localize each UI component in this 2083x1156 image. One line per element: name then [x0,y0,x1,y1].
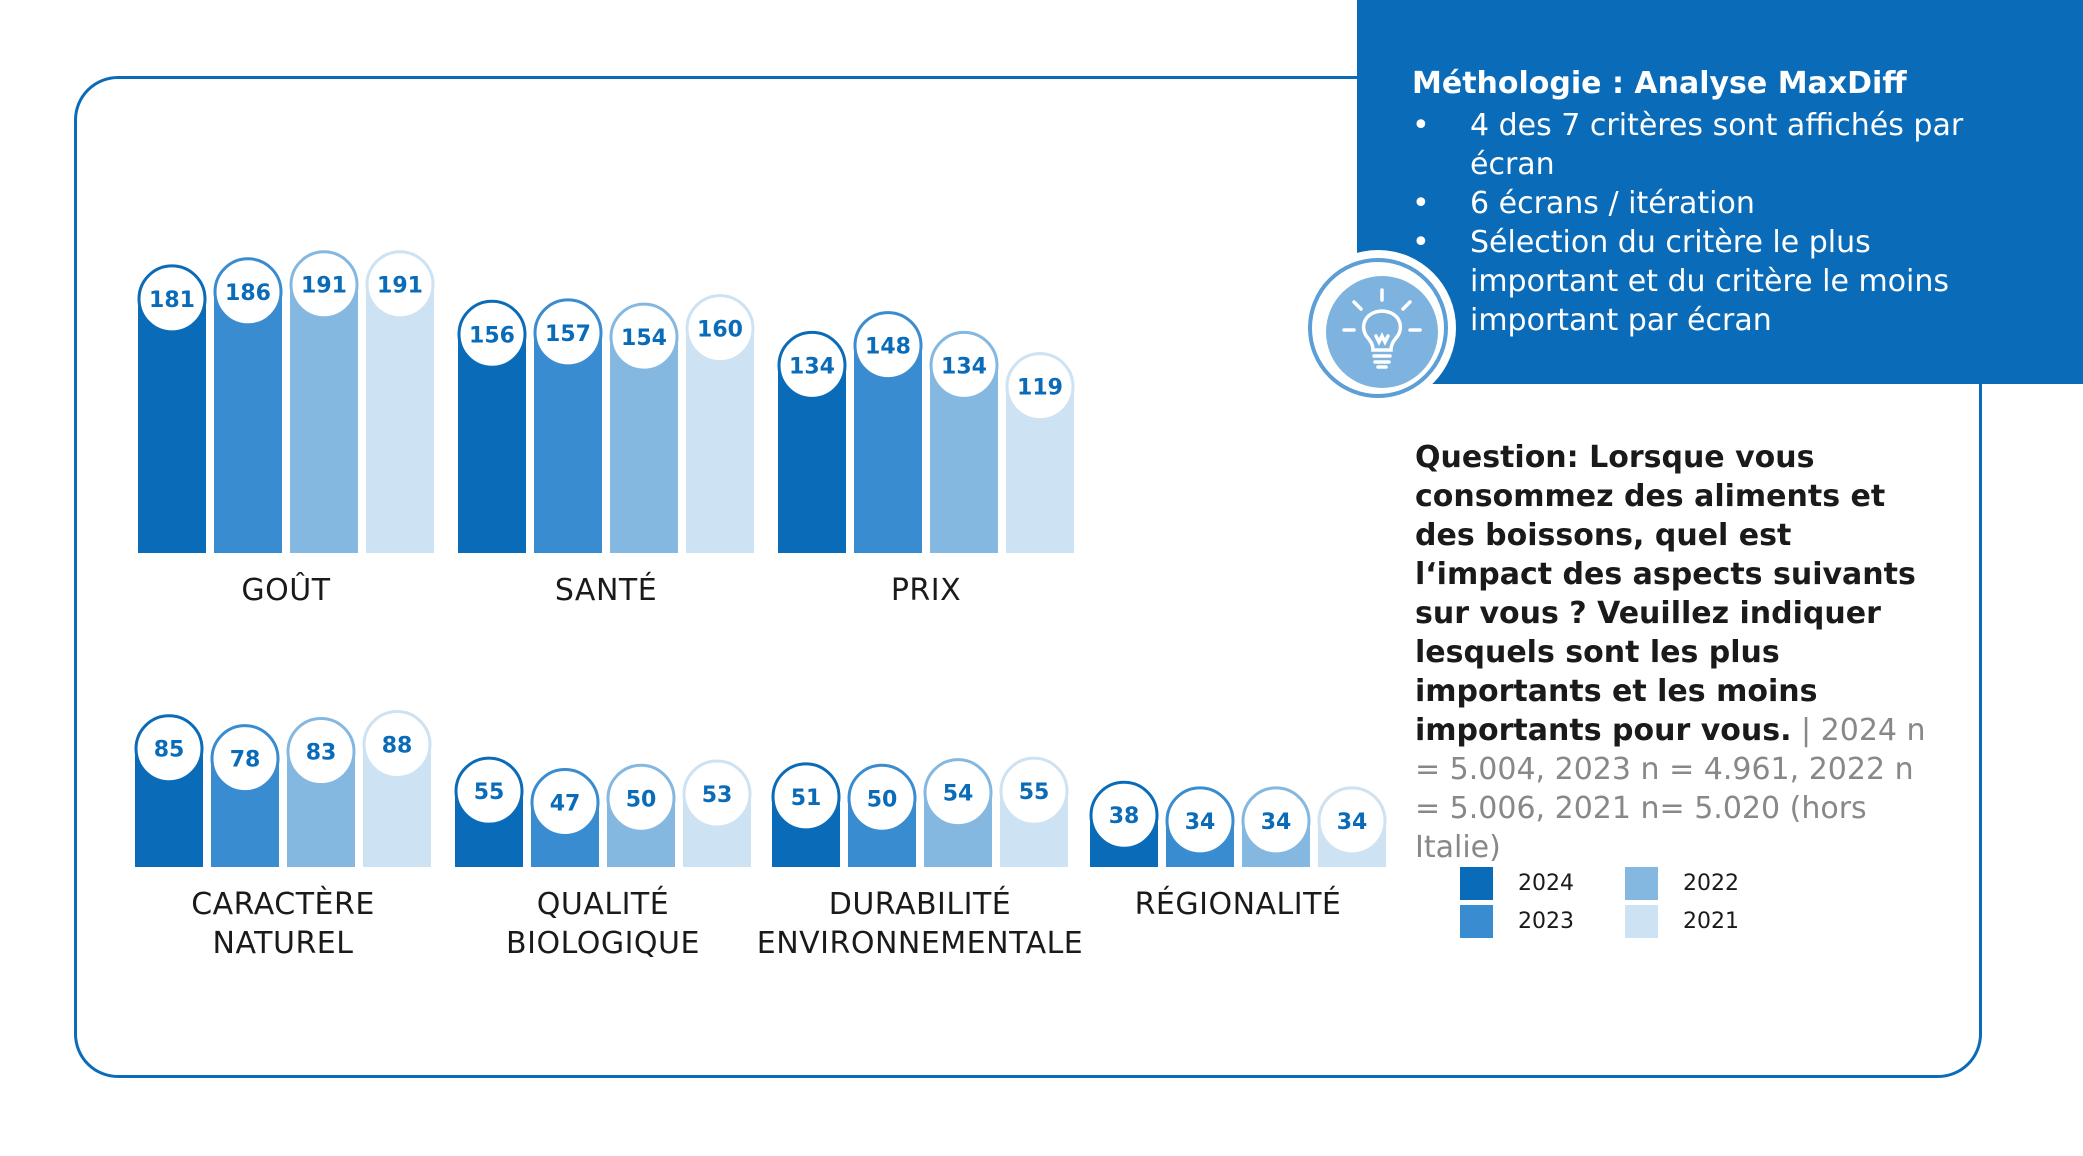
methodology-item: 4 des 7 critères sont affichés par écran [1412,106,2012,184]
question-text: Question: Lorsque vous consommez des ali… [1415,440,1916,748]
bar [366,282,434,553]
bar [214,289,282,553]
data-label: 148 [865,335,911,360]
value-badge [530,767,600,837]
bar [138,296,206,553]
category-label: DURABILITÉ ENVIRONNEMENTALE [756,887,1084,961]
data-label: 88 [382,733,413,758]
category-label: CARACTÈRE NATUREL [191,887,375,961]
data-label: 119 [1017,376,1063,401]
legend: 2024 2023 2022 2021 [1460,866,1760,946]
data-label: 55 [474,780,505,805]
value-badge [1089,780,1159,850]
value-badge [365,250,435,320]
legend-label: 2024 [1518,870,1574,896]
data-label: 34 [1261,810,1292,835]
data-label: 191 [301,274,347,299]
data-label: 55 [1019,780,1050,805]
value-badge [929,330,999,400]
bar [290,282,358,553]
category-label: QUALITÉ BIOLOGIQUE [506,887,700,961]
data-label: 191 [377,274,423,299]
data-label: 154 [621,326,667,351]
legend-swatch [1625,866,1658,900]
value-badge [847,763,917,833]
value-badge [1165,786,1235,856]
value-badge [362,709,432,779]
value-badge [134,714,204,784]
data-label: 85 [154,738,185,763]
value-badge [609,302,679,372]
value-badge [923,758,993,828]
value-badge [533,298,603,368]
value-badge [210,724,280,794]
data-label: 53 [702,783,733,808]
value-badge [454,756,524,826]
value-badge [289,250,359,320]
sample-size-note: | 2024 n = 5.004, 2023 n = 4.961, 2022 n… [1415,713,1926,865]
data-label: 181 [149,288,195,313]
data-label: 160 [697,318,743,343]
data-label: 156 [469,323,515,348]
lightbulb-icon [1342,288,1422,369]
value-badge [771,762,841,832]
data-label: 134 [789,354,835,379]
legend-item-2021: 2021 [1625,904,1739,938]
bar [458,332,526,553]
methodology-box: Méthologie : Analyse MaxDiff 4 des 7 cri… [1357,0,2083,384]
value-badge [213,257,283,327]
legend-item-2024: 2024 [1460,866,1574,900]
value-badge [1241,786,1311,856]
legend-swatch [1625,904,1658,938]
lightbulb-badge [1300,250,1456,406]
value-badge [606,763,676,833]
legend-swatch [1460,866,1493,900]
data-label: 51 [791,786,822,811]
methodology-title: Méthologie : Analyse MaxDiff [1412,66,1907,101]
data-label: 47 [550,791,581,816]
data-label: 157 [545,322,591,347]
data-label: 38 [1109,804,1140,829]
legend-item-2022: 2022 [1625,866,1739,900]
data-label: 54 [943,782,974,807]
value-badge [685,294,755,364]
value-badge [1317,786,1387,856]
legend-label: 2022 [1683,870,1739,896]
legend-label: 2021 [1683,908,1739,934]
bar [686,326,754,553]
data-label: 78 [230,748,261,773]
bar [534,330,602,553]
data-label: 34 [1185,810,1216,835]
data-label: 83 [306,741,337,766]
value-badge [853,311,923,381]
legend-swatch [1460,904,1493,938]
category-label: RÉGIONALITÉ [1134,887,1342,922]
category-label: GOÛT [241,573,331,608]
value-badge [457,299,527,369]
methodology-item: Sélection du critère le plus important e… [1412,223,2012,340]
legend-item-2023: 2023 [1460,904,1574,938]
methodology-item: 6 écrans / itération [1412,184,2012,223]
data-label: 134 [941,354,987,379]
category-label: PRIX [890,573,962,608]
data-label: 50 [867,787,898,812]
category-label: SANTÉ [554,573,658,608]
value-badge [682,759,752,829]
legend-label: 2023 [1518,908,1574,934]
value-badge [1005,352,1075,422]
data-label: 34 [1337,810,1368,835]
methodology-list: 4 des 7 critères sont affichés par écran… [1412,106,2012,340]
value-badge [137,264,207,334]
value-badge [286,717,356,787]
value-badge [777,330,847,400]
data-label: 50 [626,787,657,812]
data-label: 186 [225,281,271,306]
question-block: Question: Lorsque vous consommez des ali… [1415,438,1935,867]
chart-frame [74,76,1982,1078]
value-badge [999,756,1069,826]
